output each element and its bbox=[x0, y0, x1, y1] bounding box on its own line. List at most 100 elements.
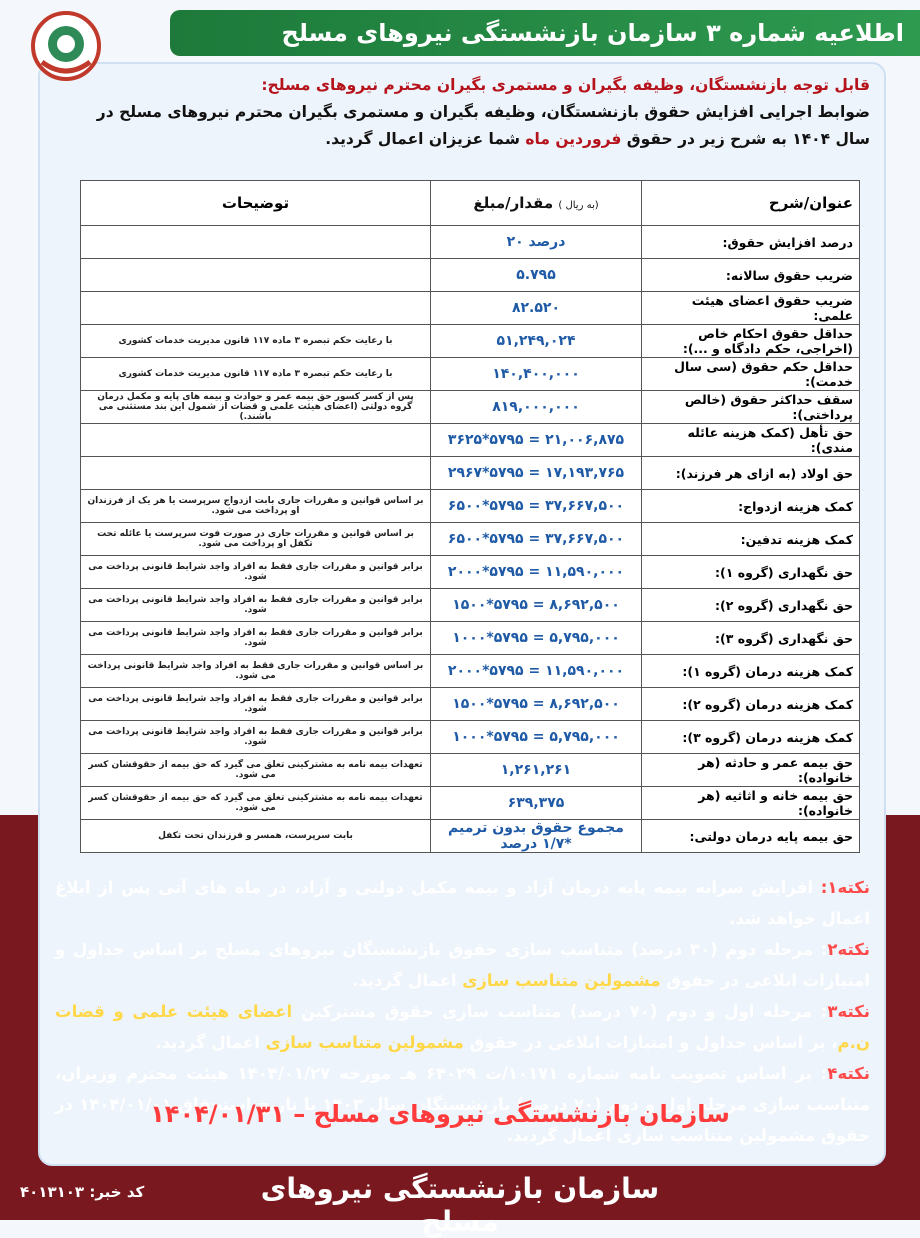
amount: ۵.۷۹۵ bbox=[516, 267, 556, 283]
row-title: سقف حداکثر حقوق (خالص پرداختی): bbox=[641, 390, 860, 424]
table-row: کمک هزینه تدفین: ۶۵۰۰*۵۷۹۵ = ۳۷,۶۶۷,۵۰۰ بر… bbox=[80, 522, 860, 556]
row-title: حق اولاد (به ازای هر فرزند): bbox=[641, 456, 860, 490]
row-title: کمک هزینه درمان (گروه ۲): bbox=[641, 687, 860, 721]
note-label: نکته۳ bbox=[827, 1002, 870, 1021]
note: نکته۳: مرحله اول و دوم (۷۰ درصد) متناسب … bbox=[55, 996, 870, 1058]
row-note: برابر قوانین و مقررات جاری فقط به افراد … bbox=[80, 720, 431, 754]
row-amount: ۶۵۰۰*۵۷۹۵ = ۳۷,۶۶۷,۵۰۰ bbox=[430, 522, 642, 556]
text-segment: افزایش سرانه بیمه پایه درمان آزاد و بیمه… bbox=[55, 878, 870, 928]
table-row: حق بیمه پایه درمان دولتی: مجموع حقوق بدون… bbox=[80, 819, 860, 853]
row-note bbox=[80, 456, 431, 490]
row-amount: ۱۵۰۰*۵۷۹۵ = ۸,۶۹۲,۵۰۰ bbox=[430, 687, 642, 721]
row-title: حق نگهداری (گروه ۲): bbox=[641, 588, 860, 622]
row-amount: ۱۵۰۰*۵۷۹۵ = ۸,۶۹۲,۵۰۰ bbox=[430, 588, 642, 622]
table-row: حق بیمه عمر و حادثه (هر خانواده): ۱,۲۶۱,۲… bbox=[80, 753, 860, 787]
amount: ۲۹۶۷*۵۷۹۵ = ۱۷,۱۹۳,۷۶۵ bbox=[447, 465, 625, 481]
row-note bbox=[80, 225, 431, 259]
amount: ۸۱۹,۰۰۰,۰۰۰ bbox=[492, 399, 580, 415]
row-title: کمک هزینه درمان (گروه ۱): bbox=[641, 654, 860, 688]
row-amount: ۲۹۶۷*۵۷۹۵ = ۱۷,۱۹۳,۷۶۵ bbox=[430, 456, 642, 490]
signature: سازمان بازنشستگی نیروهای مسلح – ۱۴۰۴/۰۱/… bbox=[150, 1100, 730, 1128]
row-note: تعهدات بیمه نامه به مشترکینی تعلق می گیر… bbox=[80, 753, 431, 787]
intro-text: ضوابط اجرایی افزایش حقوق بازنشستگان، وظی… bbox=[60, 99, 870, 153]
row-title: حداقل حقوق احکام خاص (اخراجی، حکم دادگاه… bbox=[641, 324, 860, 358]
row-amount: ۲۰۰۰*۵۷۹۵ = ۱۱,۵۹۰,۰۰۰ bbox=[430, 654, 642, 688]
header-cell: توضیحات bbox=[80, 180, 431, 226]
row-note: با رعایت حکم تبصره ۳ ماده ۱۱۷ قانون مدیر… bbox=[80, 357, 431, 391]
row-amount: مجموع حقوق بدون ترمیم *۱/۷ درصد bbox=[430, 819, 642, 853]
row-title: حق بیمه پایه درمان دولتی: bbox=[641, 819, 860, 853]
amount: ۸۲.۵۲۰ bbox=[511, 300, 561, 316]
row-title: ضریب حقوق اعضای هیئت علمی: bbox=[641, 291, 860, 325]
row-note: بر اساس قوانین و مقررات جاری فقط به افرا… bbox=[80, 654, 431, 688]
intro: قابل توجه بازنشستگان، وظیفه بگیران و مست… bbox=[60, 72, 870, 153]
amount: ۶۵۰۰*۵۷۹۵ = ۳۷,۶۶۷,۵۰۰ bbox=[447, 531, 625, 547]
amount: ۶۵۰۰*۵۷۹۵ = ۳۷,۶۶۷,۵۰۰ bbox=[447, 498, 625, 514]
logo bbox=[31, 11, 101, 81]
footer-brand: سازمان بازنشستگی نیروهای مسلح bbox=[260, 1172, 660, 1238]
amount: ۵۱,۲۴۹,۰۲۴ bbox=[496, 333, 576, 349]
row-title: کمک هزینه تدفین: bbox=[641, 522, 860, 556]
highlight-text: فروردین ماه bbox=[525, 130, 622, 148]
table-row: حق نگهداری (گروه ۳): ۱۰۰۰*۵۷۹۵ = ۵,۷۹۵,۰۰… bbox=[80, 621, 860, 655]
row-amount: ۲۰۰۰*۵۷۹۵ = ۱۱,۵۹۰,۰۰۰ bbox=[430, 555, 642, 589]
row-title: حق نگهداری (گروه ۱): bbox=[641, 555, 860, 589]
code-label: کد خبر: bbox=[89, 1183, 145, 1201]
row-note: بر اساس قوانین و مقررات جاری بابت ازدواج… bbox=[80, 489, 431, 523]
amount: ۱۵۰۰*۵۷۹۵ = ۸,۶۹۲,۵۰۰ bbox=[452, 696, 620, 712]
amount: ۲۰۰۰*۵۷۹۵ = ۱۱,۵۹۰,۰۰۰ bbox=[447, 564, 625, 580]
intro-heading: قابل توجه بازنشستگان، وظیفه بگیران و مست… bbox=[261, 76, 870, 94]
header-cell: مقدار/مبلغ ( به ریال) bbox=[430, 180, 642, 226]
text-segment: اعمال گردید. bbox=[351, 971, 463, 990]
amount: ۱۴۰,۴۰۰,۰۰۰ bbox=[492, 366, 580, 382]
note-label: نکته۱: bbox=[820, 878, 870, 897]
table-row: کمک هزینه درمان (گروه ۲): ۱۵۰۰*۵۷۹۵ = ۸,۶… bbox=[80, 687, 860, 721]
table-body: درصد افزایش حقوق: ۲۰ درصد ضریب حقوق سالانه… bbox=[80, 225, 860, 853]
table-row: ضریب حقوق سالانه: ۵.۷۹۵ bbox=[80, 258, 860, 292]
note: نکته۱: افزایش سرانه بیمه پایه درمان آزاد… bbox=[55, 872, 870, 934]
text-segment: اعمال گردید. bbox=[155, 1033, 266, 1052]
row-note bbox=[80, 291, 431, 325]
table-row: درصد افزایش حقوق: ۲۰ درصد bbox=[80, 225, 860, 259]
amount: ۲۰ درصد bbox=[506, 234, 566, 250]
row-note: بابت سرپرست، همسر و فرزندان تحت تکفل bbox=[80, 819, 431, 853]
amount: ۱۵۰۰*۵۷۹۵ = ۸,۶۹۲,۵۰۰ bbox=[452, 597, 620, 613]
table-row: کمک هزینه ازدواج: ۶۵۰۰*۵۷۹۵ = ۳۷,۶۶۷,۵۰۰ ب… bbox=[80, 489, 860, 523]
text-segment: ضوابط اجرایی افزایش حقوق بازنشستگان، وظی… bbox=[96, 103, 870, 148]
row-title: حق تأهل (کمک هزینه عائله مندی): bbox=[641, 423, 860, 457]
row-title: حداقل حکم حقوق (سی سال خدمت): bbox=[641, 357, 860, 391]
row-title: حق نگهداری (گروه ۳): bbox=[641, 621, 860, 655]
row-note: برابر قوانین و مقررات جاری فقط به افراد … bbox=[80, 555, 431, 589]
table-row: کمک هزینه درمان (گروه ۱): ۲۰۰۰*۵۷۹۵ = ۱۱,… bbox=[80, 654, 860, 688]
row-amount: ۸۲.۵۲۰ bbox=[430, 291, 642, 325]
table-row: کمک هزینه درمان (گروه ۳): ۱۰۰۰*۵۷۹۵ = ۵,۷… bbox=[80, 720, 860, 754]
highlight-text: مشمولین متناسب سازی bbox=[265, 1033, 464, 1052]
row-amount: ۳۶۲۵*۵۷۹۵ = ۲۱,۰۰۶,۸۷۵ bbox=[430, 423, 642, 457]
text-segment: : بر اساس تصویب نامه شماره ۱۰۱۷۱/ت ۶۴۰۲۹… bbox=[55, 1064, 871, 1145]
row-amount: ۱۰۰۰*۵۷۹۵ = ۵,۷۹۵,۰۰۰ bbox=[430, 621, 642, 655]
note: نکته۲: مرحله دوم (۳۰ درصد) متناسب سازی ح… bbox=[55, 934, 870, 996]
text-segment: : مرحله اول و دوم (۷۰ درصد) متناسب سازی … bbox=[292, 1002, 828, 1021]
amount: ۶۳۹,۳۷۵ bbox=[507, 795, 565, 811]
row-amount: ۶۵۰۰*۵۷۹۵ = ۳۷,۶۶۷,۵۰۰ bbox=[430, 489, 642, 523]
row-title: کمک هزینه درمان (گروه ۳): bbox=[641, 720, 860, 754]
row-title: درصد افزایش حقوق: bbox=[641, 225, 860, 259]
row-amount: ۸۱۹,۰۰۰,۰۰۰ bbox=[430, 390, 642, 424]
row-amount: ۵۱,۲۴۹,۰۲۴ bbox=[430, 324, 642, 358]
highlight-text: اعضای هیئت علمی و قضات ن.م bbox=[55, 1002, 870, 1052]
code: ۴۰۱۳۱۰۳ bbox=[20, 1183, 85, 1201]
row-note: با رعایت حکم تبصره ۳ ماده ۱۱۷ قانون مدیر… bbox=[80, 324, 431, 358]
row-note: تعهدات بیمه نامه به مشترکینی تعلق می گیر… bbox=[80, 786, 431, 820]
row-note: برابر قوانین و مقررات جاری فقط به افراد … bbox=[80, 588, 431, 622]
amount: ۱۰۰۰*۵۷۹۵ = ۵,۷۹۵,۰۰۰ bbox=[452, 630, 620, 646]
table-row: سقف حداکثر حقوق (خالص پرداختی): ۸۱۹,۰۰۰,۰… bbox=[80, 390, 860, 424]
unit-label: ( به ریال) bbox=[558, 200, 599, 211]
row-note: بر اساس قوانین و مقررات جاری در صورت فوت… bbox=[80, 522, 431, 556]
table-row: حق نگهداری (گروه ۱): ۲۰۰۰*۵۷۹۵ = ۱۱,۵۹۰,۰… bbox=[80, 555, 860, 589]
salary-table: عنوان/شرح مقدار/مبلغ ( به ریال) توضیحات … bbox=[80, 180, 860, 853]
row-note bbox=[80, 258, 431, 292]
amount: ۲۰۰۰*۵۷۹۵ = ۱۱,۵۹۰,۰۰۰ bbox=[447, 663, 625, 679]
header-text: مقدار/مبلغ bbox=[473, 194, 554, 212]
row-amount: ۱۴۰,۴۰۰,۰۰۰ bbox=[430, 357, 642, 391]
